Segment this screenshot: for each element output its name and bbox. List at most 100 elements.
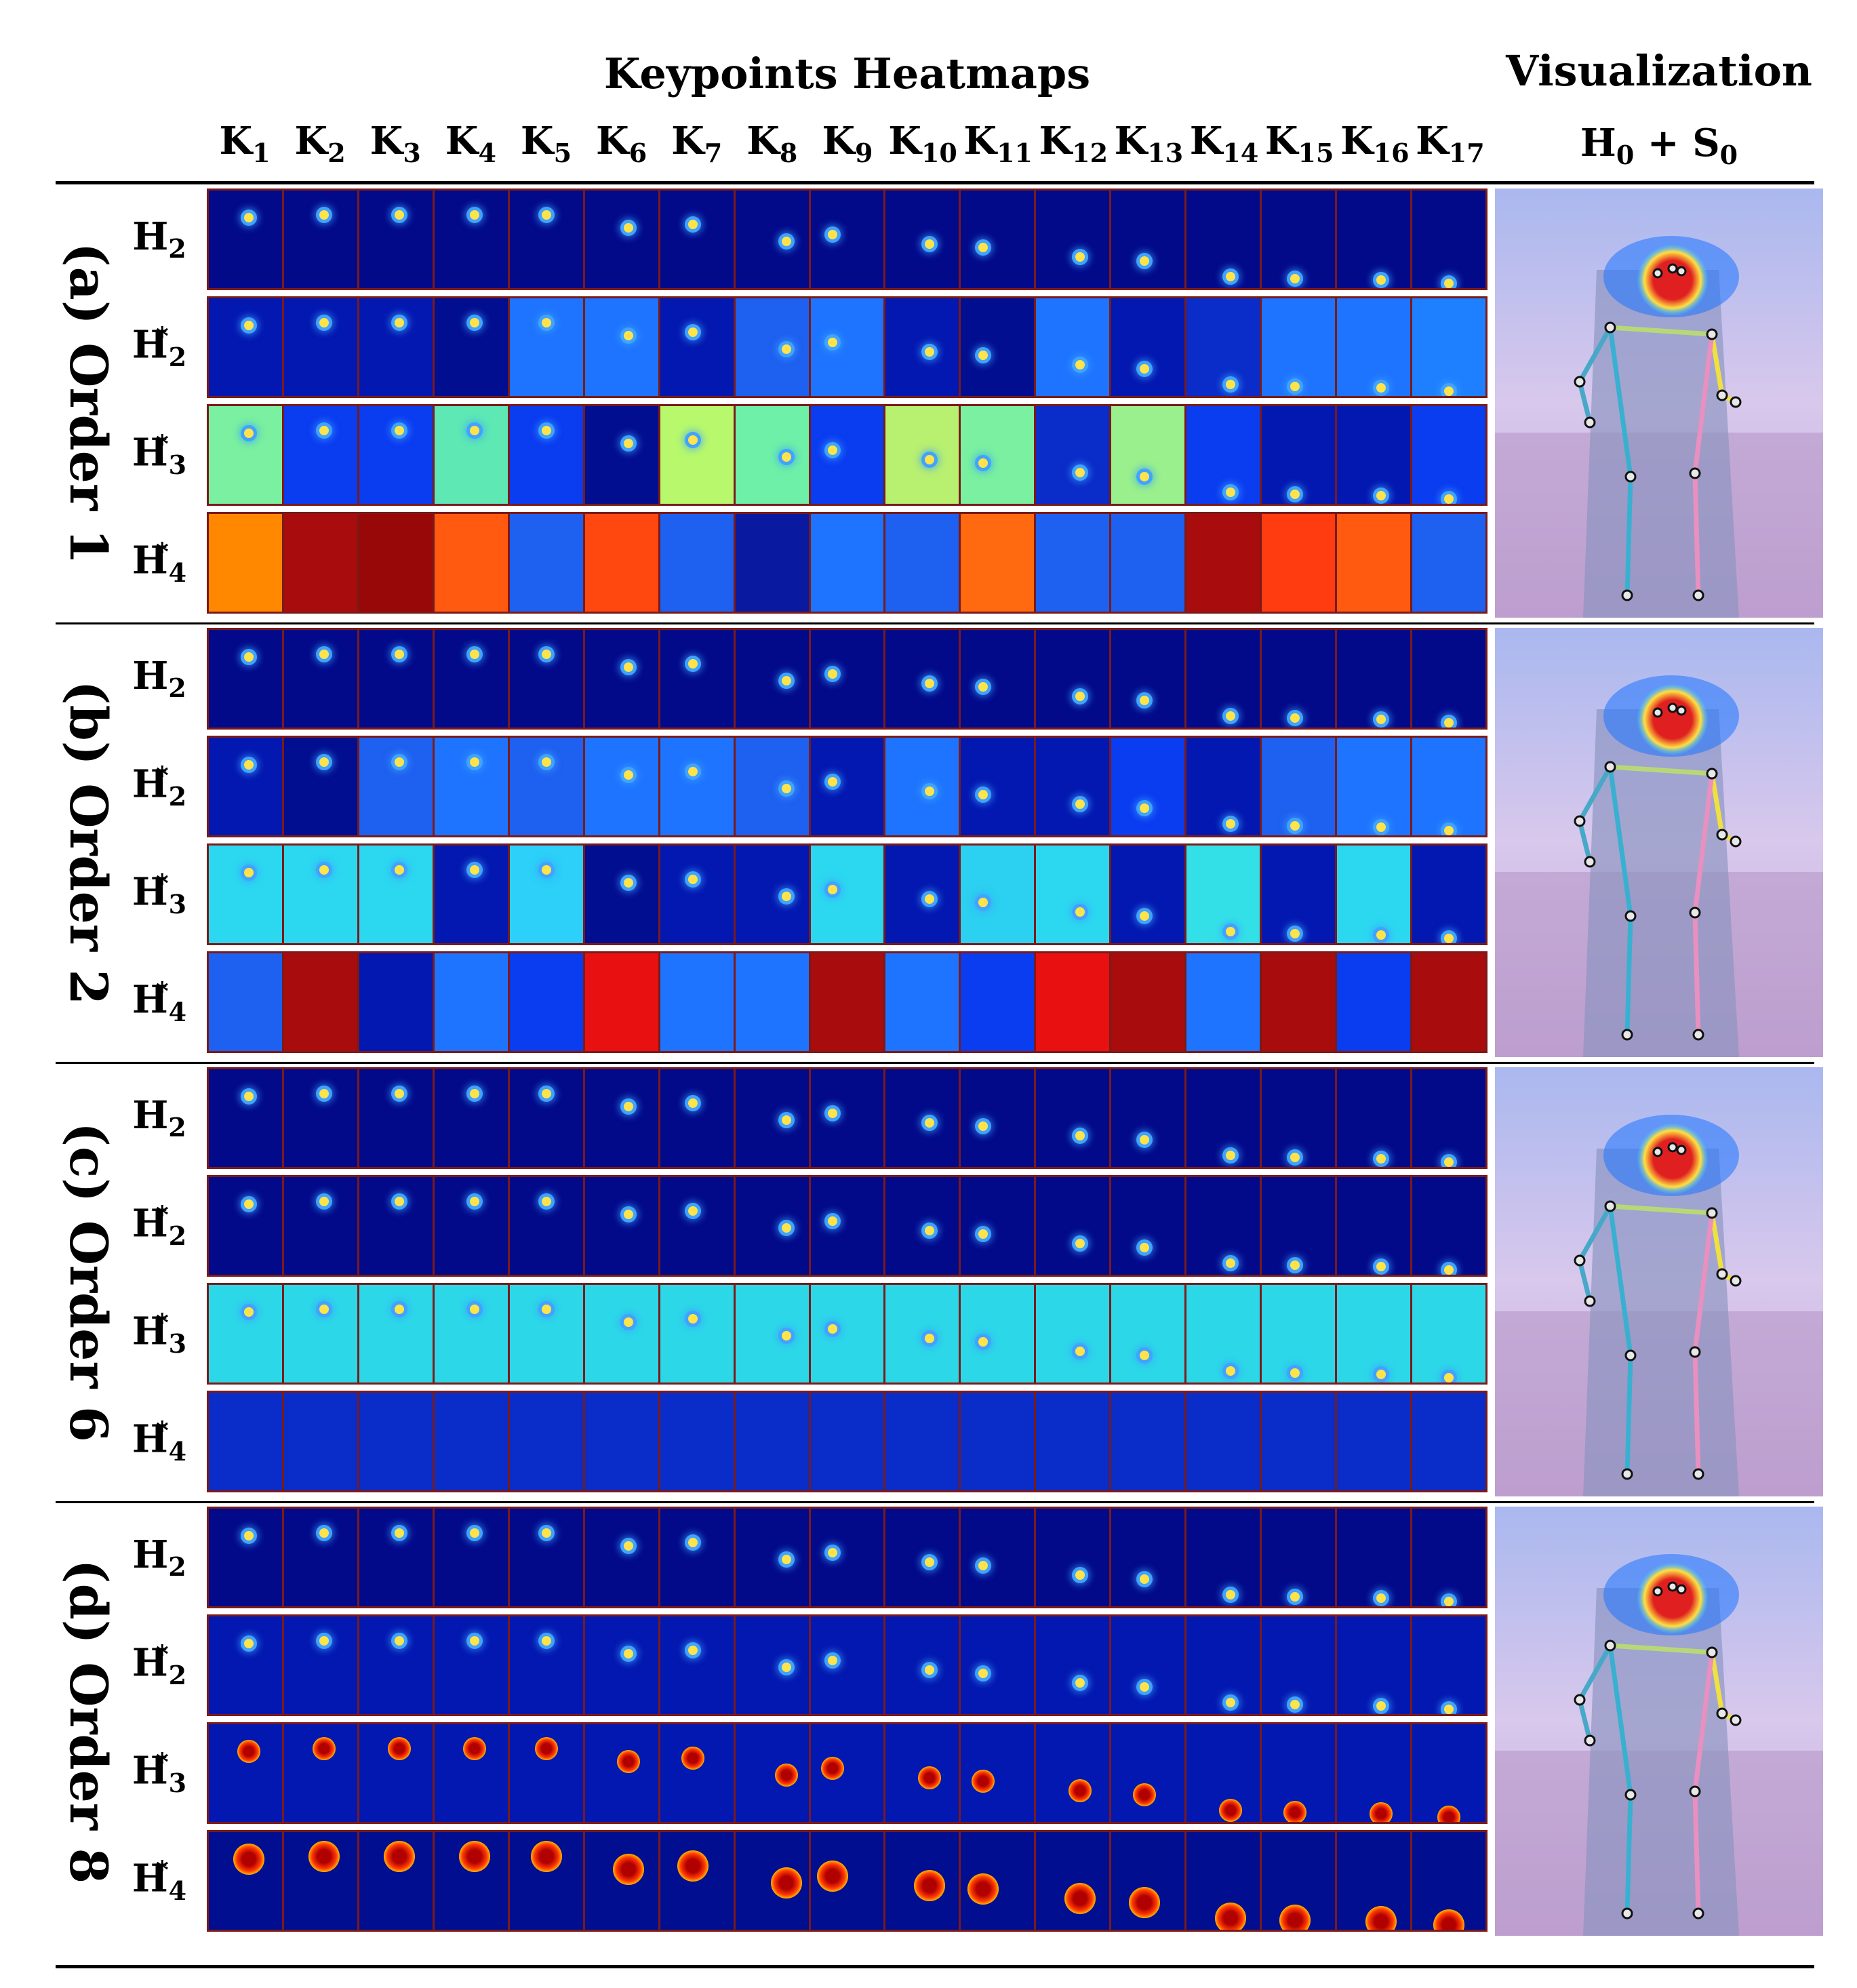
keypoint-peak: [1225, 926, 1235, 936]
heatmap-cell: [961, 953, 1037, 1051]
heatmap-cell: [1262, 1177, 1338, 1275]
heatmap-cell: [1262, 1285, 1338, 1383]
heatmap-cell: [735, 1509, 811, 1606]
heatmap-cell: [434, 1724, 510, 1822]
keypoint-peak: [1225, 487, 1235, 497]
heatmap-cell: [810, 1393, 886, 1490]
heatmap-cell: [359, 298, 435, 396]
keypoint-peak: [1443, 494, 1454, 504]
heatmap-cell: [660, 1724, 736, 1822]
keypoint-blob: [463, 1737, 487, 1760]
heatmap-strip: [207, 404, 1487, 506]
heatmap-cell: [1186, 1509, 1262, 1606]
heatmap-cell: [434, 846, 510, 943]
keypoint-peak: [1139, 363, 1149, 374]
row-label: H*2: [132, 1640, 187, 1690]
visualization-panel: [1495, 628, 1823, 1057]
keypoint-peak: [782, 1222, 792, 1233]
keypoint-peak: [827, 229, 837, 239]
heatmap-cell: [509, 738, 585, 835]
heatmap-cell: [961, 1285, 1037, 1383]
heatmap-cell: [810, 1285, 886, 1383]
heatmap-cell: [885, 630, 961, 728]
keypoint-peak: [1225, 818, 1235, 829]
keypoint-peak: [1376, 1262, 1386, 1272]
heatmap-cell: [209, 1724, 284, 1822]
keypoint-peak: [688, 1538, 698, 1548]
heatmap-cell: [1262, 1393, 1338, 1490]
keypoint-peak: [1225, 1258, 1235, 1268]
heatmap-cell: [509, 1393, 585, 1490]
pose-visualization: [1495, 1067, 1823, 1496]
heatmap-cell: [1412, 514, 1485, 612]
heatmap-cell: [359, 1393, 435, 1490]
heatmap-cell: [283, 191, 359, 288]
keypoint-peak: [688, 327, 698, 338]
keypoint-peak: [1290, 1699, 1300, 1709]
keypoint-peak: [319, 757, 330, 767]
keypoint-blob: [1214, 1902, 1246, 1930]
heatmap-cell: [509, 953, 585, 1051]
heatmap-cell: [1036, 298, 1112, 396]
heatmap-cell: [885, 1393, 961, 1490]
keypoint-label: K17: [1416, 119, 1485, 169]
heatmap-cell: [735, 846, 811, 943]
heatmap-cell: [961, 1393, 1037, 1490]
keypoint-peak: [470, 210, 480, 220]
heatmap-cell: [961, 1509, 1037, 1606]
heatmap-cell: [885, 191, 961, 288]
keypoint-peak: [319, 318, 330, 327]
heatmap-cell: [1036, 191, 1112, 288]
keypoint-peak: [395, 1305, 405, 1314]
keypoint-peak: [624, 1648, 634, 1658]
keypoint-peak: [688, 1098, 698, 1109]
keypoint-peak: [541, 318, 551, 327]
keypoint-peak: [782, 1115, 792, 1125]
heatmap-cell: [660, 846, 736, 943]
heatmap-strip: [207, 628, 1487, 730]
heatmap-strip: [207, 1614, 1487, 1716]
keypoint-blob: [1064, 1882, 1096, 1914]
heatmap-cell: [434, 1177, 510, 1275]
heatmap-cell: [1262, 1616, 1338, 1714]
heatmap-cell: [1111, 406, 1187, 504]
keypoint-peak: [541, 757, 551, 767]
heatmap-cell: [1036, 514, 1112, 612]
pose-visualization: [1495, 628, 1823, 1057]
heatmap-cell: [209, 1832, 284, 1930]
heatmap-cell: [735, 191, 811, 288]
keypoint-blob: [820, 1756, 844, 1780]
keypoint-peak: [827, 337, 837, 347]
keypoint-peak: [1376, 1370, 1386, 1380]
keypoint-peak: [1139, 471, 1149, 481]
keypoint-peak: [925, 679, 935, 689]
keypoint-label: K16: [1340, 119, 1410, 169]
heatmap-cell: [1186, 514, 1262, 612]
row-label: H*4: [132, 1416, 187, 1467]
heatmap-cell: [1036, 1616, 1112, 1714]
heatmap-cell: [885, 738, 961, 835]
heatmap-cell: [885, 953, 961, 1051]
vis-sub-h-index: 0: [1616, 140, 1635, 171]
keypoint-peak: [395, 1197, 405, 1206]
heatmap-cell: [209, 298, 284, 396]
heatmap-cell: [1111, 191, 1187, 288]
heatmap-cell: [584, 738, 660, 835]
heatmap-cell: [434, 406, 510, 504]
group-label: (b) Order 2: [58, 680, 119, 1005]
heatmap-cell: [1186, 298, 1262, 396]
keypoint-peak: [624, 1101, 634, 1111]
heatmap-cell: [1337, 738, 1412, 835]
keypoint-peak: [978, 458, 988, 468]
heatmap-cell: [810, 1616, 886, 1714]
keypoint-peak: [1139, 1682, 1149, 1692]
heatmap-cell: [961, 514, 1037, 612]
heatmap-cell: [885, 1069, 961, 1167]
heatmap-cell: [660, 738, 736, 835]
row-label: H*4: [132, 538, 187, 588]
heatmap-cell: [283, 1724, 359, 1822]
heatmap-cell: [1111, 1616, 1187, 1714]
heatmap-cell: [1186, 953, 1262, 1051]
heatmap-cell: [1111, 846, 1187, 943]
heatmap-cell: [209, 1177, 284, 1275]
